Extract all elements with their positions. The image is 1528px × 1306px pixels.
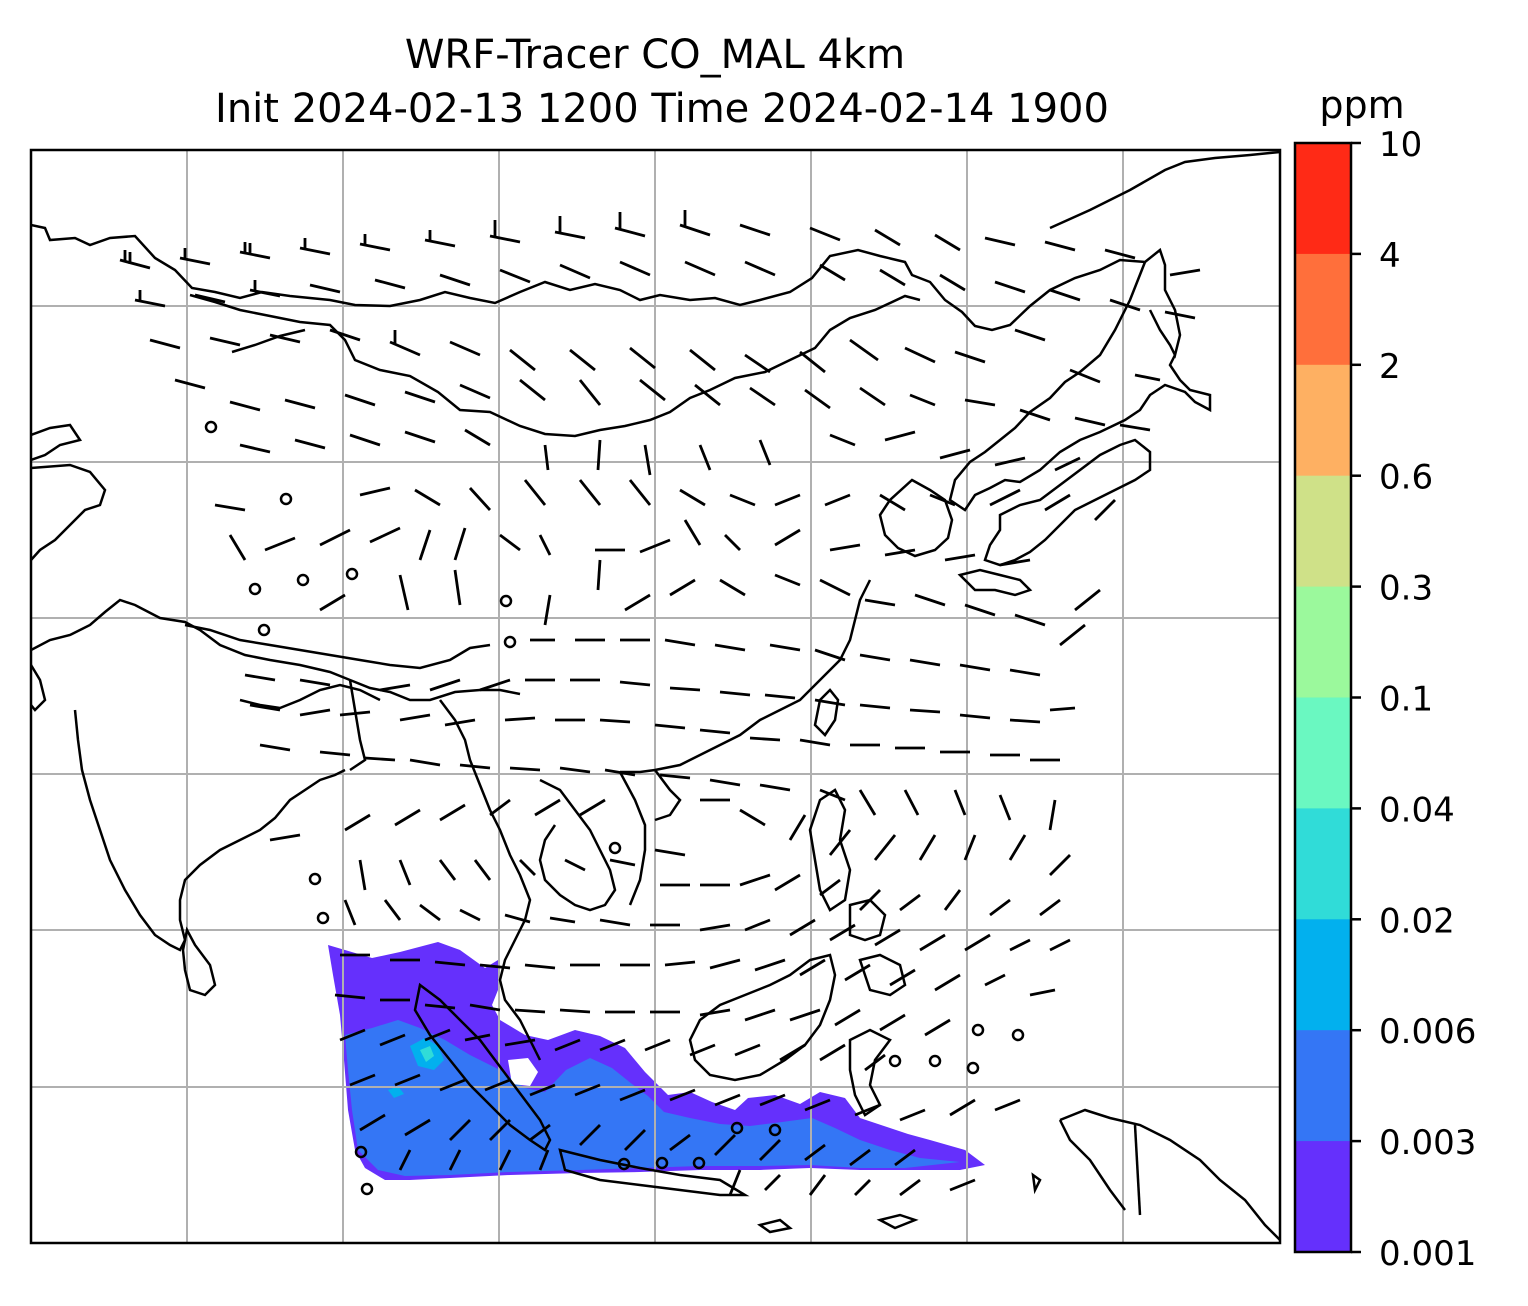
title-line-1: WRF-Tracer CO_MAL 4km: [405, 32, 905, 78]
colorbar-tick-label: 0.001: [1379, 1234, 1476, 1274]
colorbar-segment: [1295, 1141, 1351, 1253]
colorbar-tick-label: 4: [1379, 236, 1401, 276]
plume-gap: [508, 1058, 538, 1086]
colorbar-tick-label: 10: [1379, 125, 1422, 165]
colorbar-segment: [1295, 475, 1351, 588]
colorbar-segment: [1295, 253, 1351, 366]
colorbar-segment: [1295, 808, 1351, 920]
colorbar-segment: [1295, 364, 1351, 477]
colorbar-tick-label: 0.3: [1379, 569, 1433, 609]
colorbar-segment: [1295, 143, 1351, 255]
calm-markers: [204, 420, 1025, 1196]
map-frame: [29, 148, 1282, 1245]
plume-level-3b: [388, 1086, 404, 1098]
colorbar-unit-label: ppm: [1319, 83, 1404, 127]
wind-barbs: [119, 210, 1201, 1197]
colorbar-segment: [1295, 586, 1351, 698]
map-area: [29, 148, 1282, 1245]
colorbar-tick-label: 0.006: [1379, 1012, 1476, 1052]
gridlines: [31, 150, 1280, 1243]
colorbar-tick-label: 2: [1379, 347, 1401, 387]
coastlines: [31, 150, 1280, 1241]
colorbar-tick-label: 0.1: [1379, 680, 1433, 720]
tracer-plume: [328, 942, 985, 1180]
colorbar-tick-label: 0.02: [1379, 901, 1455, 941]
colorbar-segment: [1295, 1030, 1351, 1142]
colorbar-tick-label: 0.003: [1379, 1123, 1476, 1163]
colorbar-segment: [1295, 697, 1351, 809]
colorbar-tick-label: 0.04: [1379, 790, 1455, 830]
colorbar: 10 4 2 0.6 0.3 0.1 0.04 0.02 0.006 0.003 0.001: [1293, 125, 1476, 1274]
colorbar-segment: [1295, 919, 1351, 1031]
plume-level-4: [420, 1046, 434, 1062]
colorbar-tick-label: 0.6: [1379, 458, 1433, 498]
title-line-2: Init 2024-02-13 1200 Time 2024-02-14 190…: [215, 86, 1109, 132]
